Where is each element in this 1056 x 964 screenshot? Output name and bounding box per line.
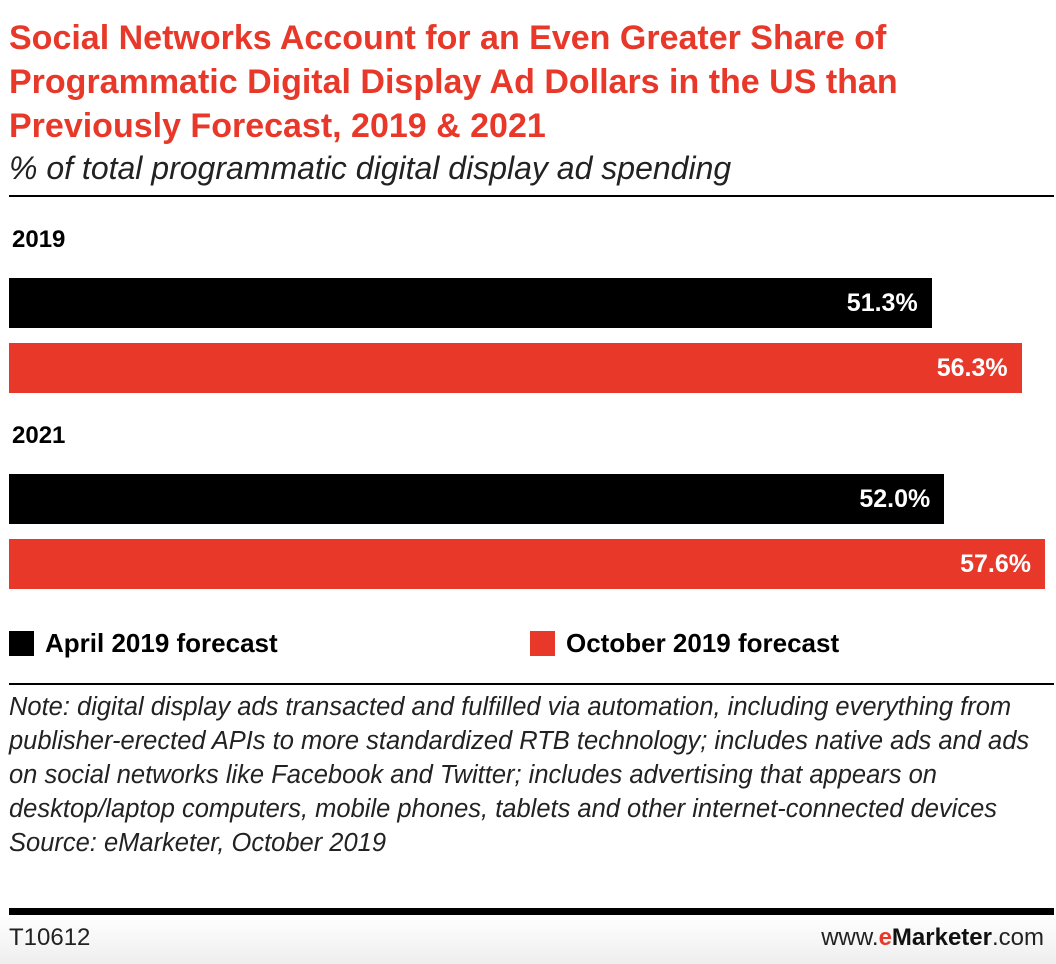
chart-title: Social Networks Account for an Even Grea… — [9, 19, 898, 145]
url-prefix: www. — [821, 924, 879, 951]
legend-item-april: April 2019 forecast — [9, 628, 278, 659]
url-e: e — [878, 924, 892, 951]
divider — [9, 683, 1054, 685]
bar-2019-april: 51.3% — [9, 278, 932, 328]
divider — [9, 195, 1054, 197]
note-text: Note: digital display ads transacted and… — [9, 693, 1030, 823]
legend-swatch — [530, 631, 555, 656]
footer-rule — [9, 908, 1054, 915]
source-text: Source: eMarketer, October 2019 — [9, 829, 387, 857]
legend-item-october: October 2019 forecast — [530, 628, 839, 659]
bar-2019-october: 56.3% — [9, 343, 1022, 393]
legend-label: October 2019 forecast — [566, 628, 840, 658]
category-label-2019: 2019 — [12, 226, 66, 253]
category-label-2021: 2021 — [12, 422, 66, 449]
chart-subtitle: % of total programmatic digital display … — [9, 150, 732, 186]
legend-label: April 2019 forecast — [45, 628, 278, 658]
note-block: Note: digital display ads transacted and… — [9, 690, 1054, 860]
data-label: 51.3% — [846, 289, 918, 317]
data-label: 52.0% — [859, 485, 931, 513]
legend-swatch — [9, 631, 34, 656]
bar-2021-april: 52.0% — [9, 474, 945, 524]
bar-2021-october: 57.6% — [9, 539, 1045, 589]
url-suffix: .com — [991, 924, 1044, 951]
data-label: 56.3% — [936, 354, 1008, 382]
url-brand: Marketer — [891, 924, 992, 951]
emarketer-logo: www.eMarketer.com — [821, 924, 1044, 952]
data-label: 57.6% — [960, 550, 1031, 578]
footer: T10612 www.eMarketer.com — [0, 916, 1056, 964]
chart-id: T10612 — [9, 924, 91, 951]
